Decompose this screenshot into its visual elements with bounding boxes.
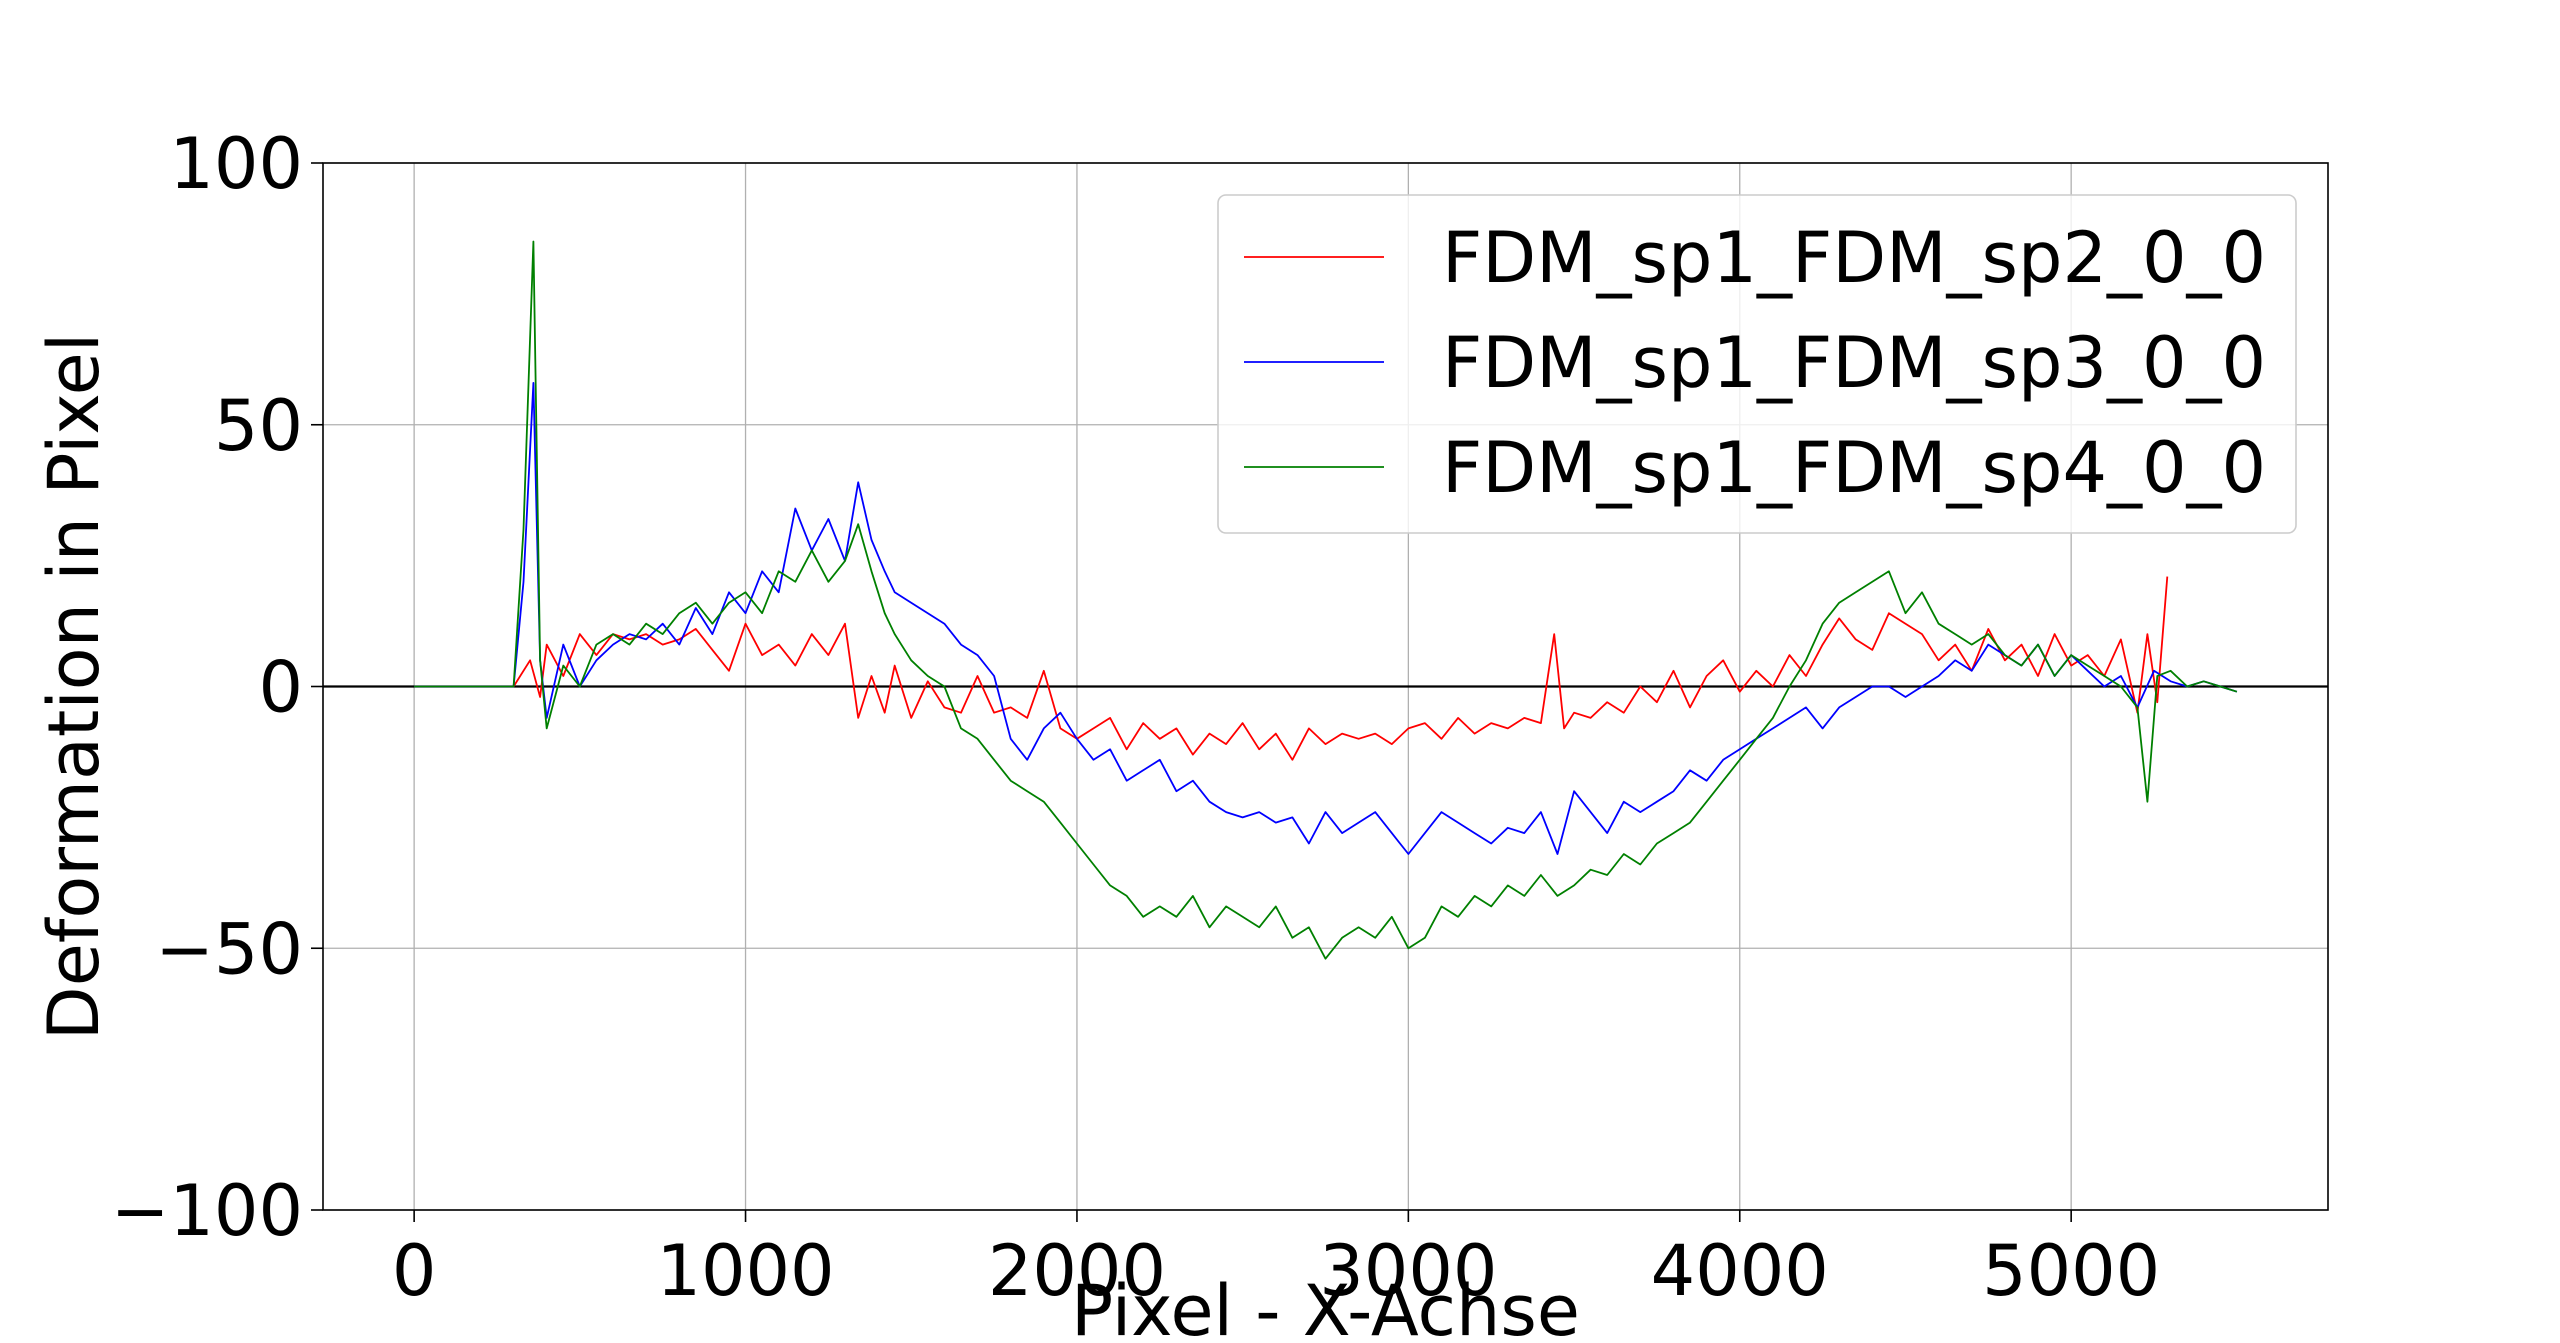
ticks: 0 1000 2000 3000 4000 5000 −100 −50 0 50 100 — [111, 123, 2161, 1312]
y-tick-label: 100 — [169, 123, 303, 205]
legend: FDM_sp1_FDM_sp2_0_0 FDM_sp1_FDM_sp3_0_0 FD… — [1217, 194, 2297, 534]
y-tick-label: −50 — [155, 908, 303, 990]
x-tick-label: 0 — [392, 1230, 437, 1312]
x-tick-label: 1000 — [656, 1230, 834, 1312]
y-tick-label: −100 — [111, 1170, 303, 1252]
x-tick-label: 4000 — [1651, 1230, 1829, 1312]
series-line-3 — [414, 240, 2238, 960]
series-lines — [414, 240, 2238, 960]
y-tick-label: 50 — [214, 385, 303, 467]
legend-entry-label: FDM_sp1_FDM_sp4_0_0 — [1442, 427, 2266, 509]
legend-entry-label: FDM_sp1_FDM_sp2_0_0 — [1442, 217, 2266, 299]
x-tick-label: 3000 — [1319, 1230, 1497, 1312]
legend-entry-label: FDM_sp1_FDM_sp3_0_0 — [1442, 322, 2266, 404]
x-tick-label: 2000 — [988, 1230, 1166, 1312]
legend-box — [1217, 194, 2297, 534]
y-axis-label: Deformation in Pixel — [33, 333, 115, 1040]
x-tick-label: 5000 — [1982, 1230, 2160, 1312]
x-axis-label: Pixel - X-Achse — [1071, 1270, 1580, 1343]
y-tick-label: 0 — [258, 647, 303, 729]
series-line-1 — [414, 576, 2169, 761]
